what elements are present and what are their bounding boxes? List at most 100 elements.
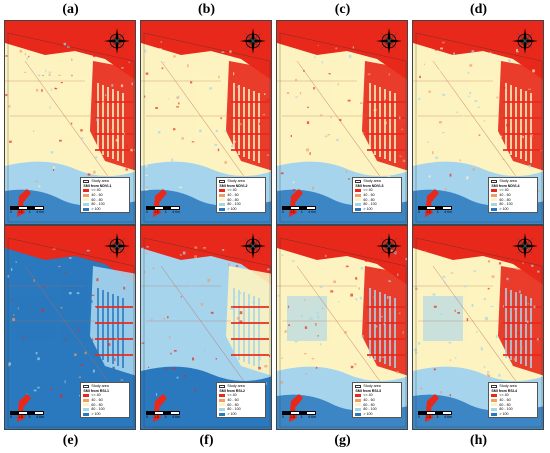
pixel-speckle (48, 71, 52, 73)
pixel-speckle (287, 306, 290, 310)
legend-item-label: > 100 (91, 206, 101, 211)
pixel-speckle (481, 78, 484, 81)
pixel-speckle (532, 69, 535, 73)
legend-item: > 100 (355, 207, 398, 212)
farm-stripe (122, 298, 124, 368)
panel-label-h: (h) (469, 433, 488, 448)
legend-item-label: 40 - 60 (91, 193, 103, 198)
pixel-speckle (387, 175, 391, 179)
pixel-speckle (397, 257, 400, 259)
pixel-speckle (537, 185, 540, 188)
pixel-speckle (397, 273, 399, 276)
pixel-speckle (92, 369, 95, 373)
pixel-speckle (390, 249, 394, 252)
farm-stripe (384, 294, 386, 364)
west-dry-feature (425, 189, 439, 217)
pixel-speckle (229, 50, 232, 54)
pixel-speckle (457, 97, 459, 101)
scale-bar-label: 3 (300, 210, 303, 215)
pixel-speckle (49, 106, 51, 109)
pixel-speckle (100, 354, 103, 357)
pixel-speckle (284, 330, 287, 333)
pixel-speckle (37, 386, 40, 389)
farm-stripe (238, 85, 240, 155)
pixel-speckle (362, 132, 364, 136)
scale-bar-label: 3 (436, 210, 439, 215)
farm-stripe (112, 89, 114, 159)
pixel-speckle (425, 180, 428, 182)
field-patch (423, 296, 463, 341)
legend-item: > 100 (491, 207, 534, 212)
pixel-speckle (37, 357, 40, 361)
pixel-speckle (301, 143, 303, 146)
farm-road (95, 117, 133, 119)
farm-stripe (238, 290, 240, 360)
pixel-speckle (144, 95, 146, 98)
study-area-outline (279, 32, 407, 223)
pixel-speckle (320, 171, 323, 174)
pixel-speckle (38, 74, 41, 77)
farm-stripe (389, 296, 391, 366)
pixel-speckle (80, 297, 82, 299)
farm-road (95, 306, 133, 308)
pixel-speckle (530, 134, 533, 137)
pixel-speckle (433, 305, 437, 308)
pixel-speckle (384, 145, 386, 149)
pixel-speckle (471, 304, 474, 307)
legend-swatch (355, 398, 362, 402)
pixel-speckle (96, 118, 100, 122)
pixel-speckle (354, 363, 357, 366)
field-patch (423, 91, 463, 136)
pixel-speckle (449, 394, 452, 397)
pixel-speckle (536, 338, 539, 341)
pixel-speckle (415, 288, 418, 290)
pixel-speckle (55, 88, 58, 90)
pixel-speckle (355, 298, 358, 301)
pixel-speckle (330, 290, 334, 293)
pixel-speckle (146, 252, 148, 255)
field-patch (332, 76, 360, 136)
field-patch (151, 296, 191, 341)
legend-item-label: <= 40 (227, 393, 237, 398)
pixel-speckle (402, 331, 404, 334)
pixel-speckle (487, 371, 490, 373)
legend-item-label: 60 - 80 (91, 402, 103, 407)
pixel-speckle (394, 304, 396, 308)
legend-title: SMI from RSI-3 (355, 388, 381, 393)
south-wet-zone (5, 189, 135, 224)
pixel-speckle (442, 41, 445, 44)
pixel-speckle (281, 58, 283, 60)
map-legend: Study area SMI from NDVI-1 <= 40 40 - 60 60 … (80, 177, 130, 214)
pixel-speckle (506, 277, 508, 280)
pixel-speckle (328, 107, 331, 110)
pixel-speckle (307, 106, 309, 109)
legend-item-label: 60 - 80 (227, 402, 239, 407)
pixel-speckle (392, 340, 395, 342)
pixel-speckle (220, 117, 222, 120)
pixel-speckle (80, 137, 84, 140)
pixel-speckle (156, 393, 158, 396)
farm-road (231, 338, 269, 340)
map-panel-g: Study area SMI from RSI-3 <= 40 40 - 60 60 -… (276, 225, 408, 430)
pixel-speckle (373, 108, 377, 112)
study-area-outline (143, 237, 271, 428)
pixel-speckle (58, 265, 61, 268)
pixel-speckle (23, 336, 25, 339)
legend-swatch (83, 398, 90, 402)
pixel-speckle (426, 110, 428, 113)
pixel-speckle (60, 306, 63, 309)
pixel-speckle (399, 155, 402, 157)
scale-bar-label: 6 Km (172, 415, 180, 420)
field-boundary (296, 265, 388, 392)
legend-item-label: > 100 (227, 411, 237, 416)
pixel-speckle (215, 358, 217, 360)
pixel-speckle (448, 341, 452, 344)
pixel-speckle (190, 81, 193, 84)
pixel-speckle (87, 173, 91, 176)
pixel-speckle (219, 98, 222, 101)
legend-item: <= 40 (219, 393, 262, 398)
pixel-speckle (207, 278, 211, 282)
farm-road (367, 354, 405, 356)
pixel-speckle (350, 365, 354, 369)
scale-bar-label: 1.5 (290, 415, 295, 420)
